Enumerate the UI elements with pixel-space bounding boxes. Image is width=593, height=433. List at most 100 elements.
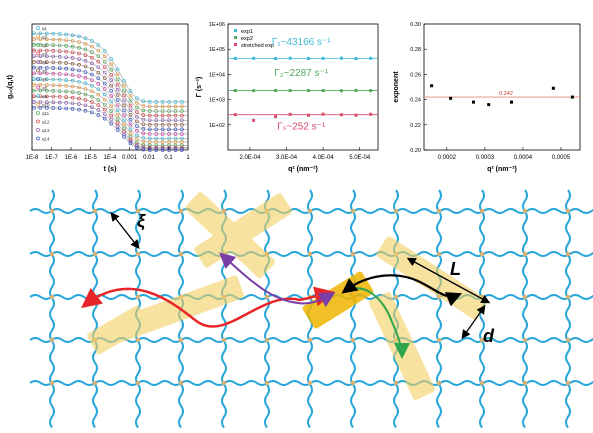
data-point bbox=[77, 85, 81, 90]
data-point bbox=[135, 114, 139, 119]
data-point bbox=[160, 127, 165, 132]
data-point bbox=[109, 83, 114, 88]
legend-marker bbox=[234, 29, 237, 32]
panel1-xticks: 1E-8 1E-7 1E-6 1E-5 1E-4 0.001 0.01 0.1 1 bbox=[26, 147, 190, 161]
crosslink-node bbox=[479, 380, 485, 386]
data-point bbox=[173, 132, 178, 136]
polymer-strand bbox=[436, 189, 442, 429]
data-point bbox=[154, 118, 159, 123]
data-point bbox=[57, 66, 62, 71]
data-point bbox=[339, 56, 343, 60]
legend-label: stretched exp bbox=[241, 43, 274, 49]
data-point bbox=[102, 76, 107, 80]
data-point bbox=[64, 49, 68, 54]
data-point bbox=[147, 143, 152, 148]
legend-marker bbox=[36, 77, 40, 81]
data-point bbox=[122, 78, 126, 83]
data-point bbox=[83, 81, 88, 86]
data-point bbox=[109, 99, 114, 104]
y-tick-label: 0.20 bbox=[410, 148, 421, 154]
data-point bbox=[135, 105, 139, 110]
data-point bbox=[44, 43, 49, 47]
crosslink-node bbox=[49, 337, 55, 343]
data-point bbox=[32, 100, 36, 104]
data-point bbox=[115, 112, 120, 117]
data-point bbox=[354, 57, 358, 61]
data-point bbox=[57, 100, 62, 105]
data-point bbox=[70, 95, 75, 100]
diameter-label: d bbox=[483, 326, 495, 346]
y-tick-label: 1E+05 bbox=[209, 47, 225, 53]
data-point bbox=[147, 136, 152, 141]
nanorod bbox=[368, 292, 436, 400]
legend-marker bbox=[36, 128, 40, 132]
panel2-xlabel: q² (nm⁻²) bbox=[288, 166, 318, 173]
data-point bbox=[122, 118, 126, 123]
data-point bbox=[160, 147, 165, 151]
panel1-legend: q1 q2 q3 q4 q5 q6 q7 q8 q9 q10 q11 q12 q13 q14 bbox=[36, 26, 50, 142]
data-point bbox=[44, 60, 49, 64]
y-tick-label: 0.26 bbox=[410, 72, 421, 78]
data-point bbox=[167, 140, 171, 144]
data-point bbox=[141, 126, 146, 131]
data-point bbox=[128, 103, 133, 108]
legend-label: q3 bbox=[42, 43, 48, 48]
legend-label: q2 bbox=[42, 35, 48, 40]
data-point bbox=[70, 73, 75, 77]
legend-label: q13 bbox=[42, 128, 50, 133]
data-point bbox=[510, 100, 514, 104]
data-point bbox=[90, 50, 94, 55]
y-tick-label: 1E+06 bbox=[209, 22, 225, 28]
y-tick-label: 0.24 bbox=[410, 98, 421, 104]
data-point bbox=[252, 89, 256, 93]
polymer-strand bbox=[92, 189, 98, 429]
crosslink-node bbox=[522, 294, 528, 300]
data-point bbox=[102, 54, 107, 59]
legend-marker bbox=[36, 60, 40, 64]
data-point bbox=[90, 110, 94, 115]
crosslink-node bbox=[49, 208, 55, 214]
data-point bbox=[109, 67, 114, 72]
data-point bbox=[83, 103, 88, 108]
panel3-yticks: 0.20 0.22 0.24 0.26 0.28 0.30 bbox=[410, 22, 427, 154]
panel-stretch-exponent: 0.200.220.240.260.280.30 0.0002 0.0003 0.0… bbox=[393, 22, 581, 173]
data-point bbox=[339, 113, 343, 117]
data-point bbox=[70, 44, 75, 49]
data-point bbox=[147, 113, 152, 118]
panel3-series: 0.242 bbox=[424, 84, 580, 107]
data-point bbox=[135, 124, 139, 128]
data-point bbox=[487, 103, 491, 107]
crosslink-node bbox=[393, 380, 399, 386]
crosslink-node bbox=[350, 337, 356, 343]
data-point bbox=[141, 108, 146, 113]
data-point bbox=[102, 92, 107, 97]
data-point bbox=[115, 128, 120, 132]
panel2-xticks: 2.0E-04 3.0E-04 4.0E-04 5.0E-04 bbox=[239, 147, 371, 161]
data-point bbox=[147, 140, 152, 144]
data-point bbox=[122, 88, 126, 93]
data-point bbox=[173, 147, 178, 151]
data-point bbox=[252, 118, 256, 122]
data-point bbox=[321, 112, 325, 116]
data-point bbox=[128, 94, 133, 98]
data-point bbox=[369, 89, 373, 93]
data-point bbox=[160, 100, 165, 104]
data-point bbox=[180, 127, 184, 132]
legend-label: q11 bbox=[42, 111, 50, 116]
crosslink-node bbox=[178, 337, 184, 343]
rate-annotation: Γ₂~2287 s⁻¹ bbox=[274, 68, 329, 79]
data-point bbox=[102, 112, 107, 116]
legend-marker bbox=[36, 26, 40, 30]
panel2-yticks: 1E+06 1E+05 1E+04 1E+03 1E+02 bbox=[209, 22, 231, 129]
data-point bbox=[167, 132, 171, 136]
data-point bbox=[57, 43, 62, 48]
mesh-size-label: ξ bbox=[137, 211, 146, 232]
data-point bbox=[70, 78, 75, 83]
legend-marker bbox=[36, 34, 40, 39]
data-point bbox=[64, 78, 68, 82]
data-point bbox=[77, 107, 81, 112]
crosslink-node bbox=[92, 251, 98, 257]
data-point bbox=[154, 145, 159, 150]
